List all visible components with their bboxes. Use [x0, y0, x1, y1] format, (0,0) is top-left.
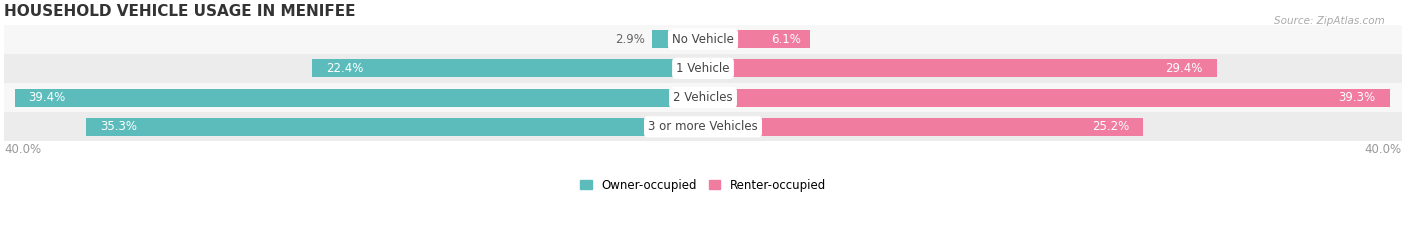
Text: 39.3%: 39.3% [1339, 91, 1375, 104]
Bar [312, 59, 703, 77]
Bar [4, 54, 1402, 83]
Bar [703, 30, 810, 48]
Text: 25.2%: 25.2% [1092, 120, 1129, 133]
Text: 2.9%: 2.9% [616, 33, 645, 46]
Text: 6.1%: 6.1% [770, 33, 801, 46]
Bar [4, 24, 1402, 54]
Bar [14, 89, 703, 107]
Bar [703, 118, 1143, 136]
Bar [652, 30, 703, 48]
Bar [703, 59, 1216, 77]
Bar [4, 83, 1402, 112]
Legend: Owner-occupied, Renter-occupied: Owner-occupied, Renter-occupied [575, 174, 831, 196]
Text: 40.0%: 40.0% [1365, 143, 1402, 156]
Text: 39.4%: 39.4% [28, 91, 66, 104]
Text: HOUSEHOLD VEHICLE USAGE IN MENIFEE: HOUSEHOLD VEHICLE USAGE IN MENIFEE [4, 4, 356, 19]
Text: 2 Vehicles: 2 Vehicles [673, 91, 733, 104]
Text: 1 Vehicle: 1 Vehicle [676, 62, 730, 75]
Text: 3 or more Vehicles: 3 or more Vehicles [648, 120, 758, 133]
Text: Source: ZipAtlas.com: Source: ZipAtlas.com [1274, 16, 1385, 26]
Text: 22.4%: 22.4% [326, 62, 363, 75]
Text: 40.0%: 40.0% [4, 143, 41, 156]
Text: No Vehicle: No Vehicle [672, 33, 734, 46]
Bar [703, 89, 1389, 107]
Text: 29.4%: 29.4% [1166, 62, 1202, 75]
Text: 35.3%: 35.3% [100, 120, 138, 133]
Bar [86, 118, 703, 136]
Bar [4, 112, 1402, 141]
